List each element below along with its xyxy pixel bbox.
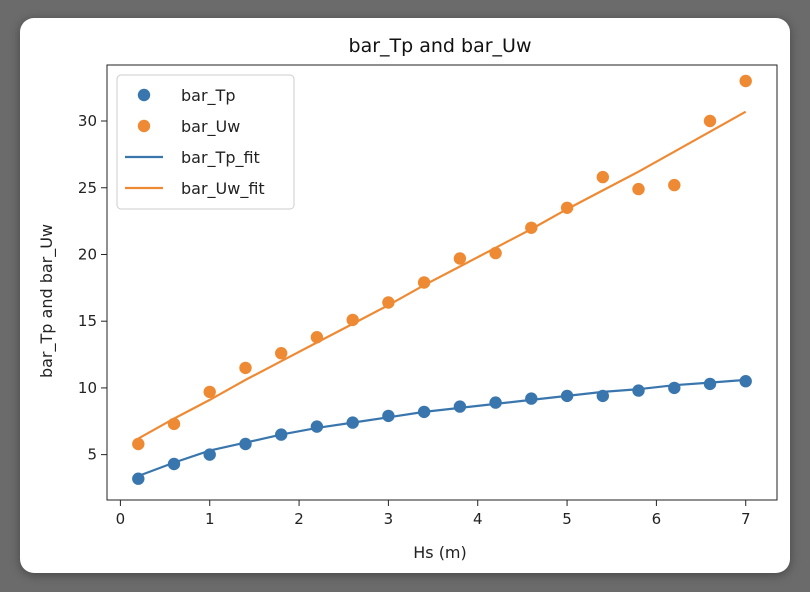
data-point-bar_Tp-17 <box>739 375 752 388</box>
data-point-bar_Uw-16 <box>703 114 717 128</box>
data-point-bar_Uw-10 <box>489 246 502 260</box>
y-tick-label: 20 <box>78 245 97 263</box>
data-point-bar_Tp-1 <box>167 457 181 471</box>
x-tick-label: 1 <box>205 510 215 528</box>
chart-title: bar_Tp and bar_Uw <box>349 35 532 57</box>
data-point-bar_Uw-9 <box>453 252 467 265</box>
data-point-bar_Tp-16 <box>703 377 717 391</box>
data-point-bar_Tp-13 <box>596 389 609 403</box>
data-point-bar_Tp-11 <box>525 392 538 405</box>
chart-svg: bar_Tp and bar_Uw Hs (m) bar_Tp and bar_… <box>37 35 778 562</box>
x-tick-label: 2 <box>294 510 304 528</box>
legend: bar_Tp bar_Uw bar_Tp_fit bar_Uw_fit <box>116 74 295 210</box>
data-point-bar_Uw-13 <box>596 170 609 184</box>
legend-marker-bar_Uw <box>137 119 151 133</box>
data-point-bar_Tp-3 <box>239 437 252 451</box>
data-point-bar_Uw-7 <box>382 296 395 309</box>
data-point-bar_Uw-8 <box>417 276 431 289</box>
axes-ticks: 0 1 2 3 4 5 6 7 5 10 15 20 25 30 <box>78 112 751 528</box>
y-tick-label: 25 <box>78 179 97 197</box>
chart-card: bar_Tp and bar_Uw Hs (m) bar_Tp and bar_… <box>20 18 790 573</box>
x-tick-label: 4 <box>473 510 483 528</box>
data-point-bar_Uw-3 <box>239 361 252 375</box>
data-point-bar_Tp-2 <box>203 448 216 461</box>
data-point-bar_Uw-2 <box>203 385 216 399</box>
data-point-bar_Tp-12 <box>560 389 574 403</box>
data-point-bar_Uw-6 <box>346 313 359 327</box>
data-point-bar_Tp-14 <box>632 384 645 397</box>
legend-box <box>116 74 295 210</box>
legend-label-bar_Uw: bar_Uw <box>181 117 240 137</box>
data-point-bar_Uw-1 <box>167 417 181 431</box>
data-point-bar_Uw-14 <box>632 182 645 196</box>
data-point-bar_Tp-9 <box>453 400 467 413</box>
legend-label-bar_Tp_fit: bar_Tp_fit <box>181 148 260 168</box>
data-point-bar_Tp-10 <box>489 396 502 409</box>
legend-marker-bar_Tp <box>137 88 151 102</box>
data-point-bar_Tp-5 <box>310 420 324 433</box>
y-tick-label: 30 <box>78 112 97 130</box>
axes-frame <box>106 64 778 501</box>
x-axis-label: Hs (m) <box>413 543 467 562</box>
data-point-bar_Uw-5 <box>310 331 324 344</box>
data-point-bar_Uw-4 <box>275 347 288 360</box>
y-tick-label: 10 <box>78 379 97 397</box>
y-tick-label: 5 <box>87 446 97 464</box>
data-point-bar_Uw-12 <box>560 201 574 214</box>
x-tick-label: 6 <box>652 510 662 528</box>
data-point-bar_Tp-4 <box>275 428 288 441</box>
series-line-bar_Tp_fit <box>137 378 746 478</box>
data-point-bar_Tp-7 <box>382 409 395 423</box>
x-tick-label: 3 <box>384 510 394 528</box>
y-axis-label: bar_Tp and bar_Uw <box>37 224 57 378</box>
data-point-bar_Uw-0 <box>132 437 145 451</box>
data-point-bar_Tp-0 <box>132 472 145 485</box>
x-tick-label: 5 <box>562 510 572 528</box>
data-point-bar_Uw-17 <box>739 74 752 88</box>
data-point-bar_Tp-8 <box>417 405 431 419</box>
y-tick-label: 15 <box>78 312 97 330</box>
legend-label-bar_Tp: bar_Tp <box>181 86 235 106</box>
data-point-bar_Tp-6 <box>346 416 359 429</box>
legend-label-bar_Uw_fit: bar_Uw_fit <box>181 179 265 199</box>
data-point-bar_Uw-11 <box>525 221 538 234</box>
series-line-bar_Uw_fit <box>137 110 747 440</box>
data-point-bar_Tp-15 <box>668 381 681 395</box>
data-point-bar_Uw-15 <box>668 178 681 192</box>
x-tick-label: 0 <box>116 510 126 528</box>
x-tick-label: 7 <box>741 510 751 528</box>
plot-area <box>132 74 752 485</box>
